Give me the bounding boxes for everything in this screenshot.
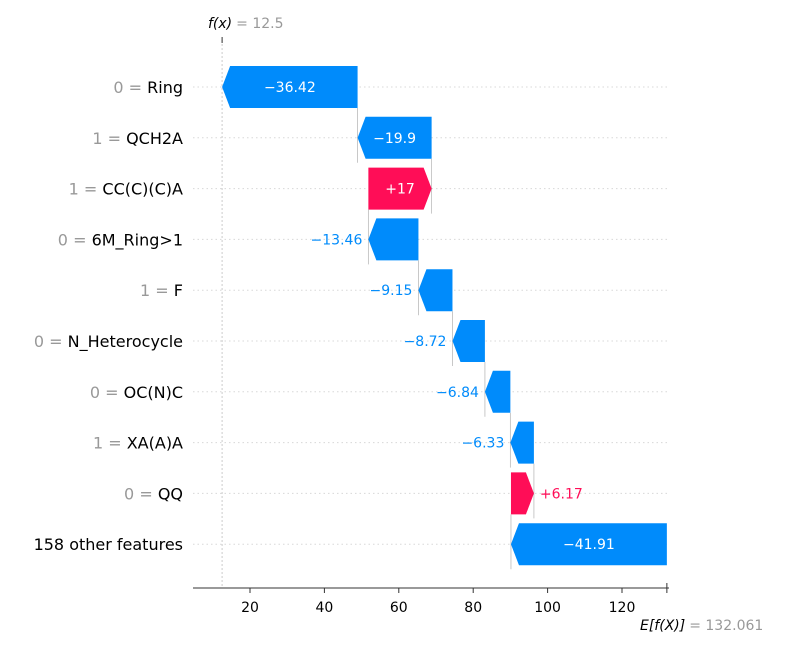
feature-label: 1 = QCH2A [92, 129, 183, 148]
bar-negative [510, 421, 534, 464]
bar-value-label: +6.17 [540, 486, 583, 502]
bar-value-label: −36.42 [264, 80, 316, 96]
x-tick-label: 100 [534, 600, 561, 616]
bar-negative [418, 269, 453, 312]
bar-positive [368, 167, 432, 210]
feature-label: 158 other features [34, 535, 183, 554]
bar-negative [510, 523, 667, 566]
base-value-label: E[f(X)] = 132.061 [640, 618, 763, 634]
bar-value-label: −13.46 [311, 232, 363, 248]
x-tick-label: 60 [390, 600, 408, 616]
bar-value-label: −19.9 [373, 131, 416, 147]
bar-value-label: −41.91 [563, 537, 615, 553]
feature-label: 0 = OC(N)C [90, 383, 183, 402]
feature-label: 0 = Ring [113, 78, 183, 97]
feature-label: 1 = XA(A)A [93, 434, 183, 453]
bar-negative [484, 370, 511, 413]
feature-label: 0 = 6M_Ring>1 [58, 230, 183, 250]
x-tick-label: 120 [609, 600, 636, 616]
bar-positive [510, 472, 534, 515]
x-tick-label: 40 [315, 600, 333, 616]
bar-negative [222, 66, 358, 108]
bar-negative [452, 320, 485, 362]
bar-value-label: −8.72 [404, 334, 447, 350]
bar-value-label: −6.33 [461, 436, 504, 452]
feature-label: 1 = CC(C)(C)A [69, 180, 183, 199]
fx-label: f(x) = 12.5 [208, 16, 284, 32]
bar-negative [368, 218, 419, 261]
feature-label: 0 = N_Heterocycle [34, 332, 183, 352]
bar-value-label: −9.15 [370, 283, 413, 299]
x-tick-label: 80 [464, 600, 482, 616]
bar-negative [357, 116, 432, 159]
feature-label: 1 = F [140, 281, 183, 300]
bar-value-label: +17 [385, 182, 415, 198]
feature-label: 0 = QQ [124, 484, 183, 503]
x-tick-label: 20 [241, 600, 259, 616]
bar-value-label: −6.84 [436, 385, 479, 401]
